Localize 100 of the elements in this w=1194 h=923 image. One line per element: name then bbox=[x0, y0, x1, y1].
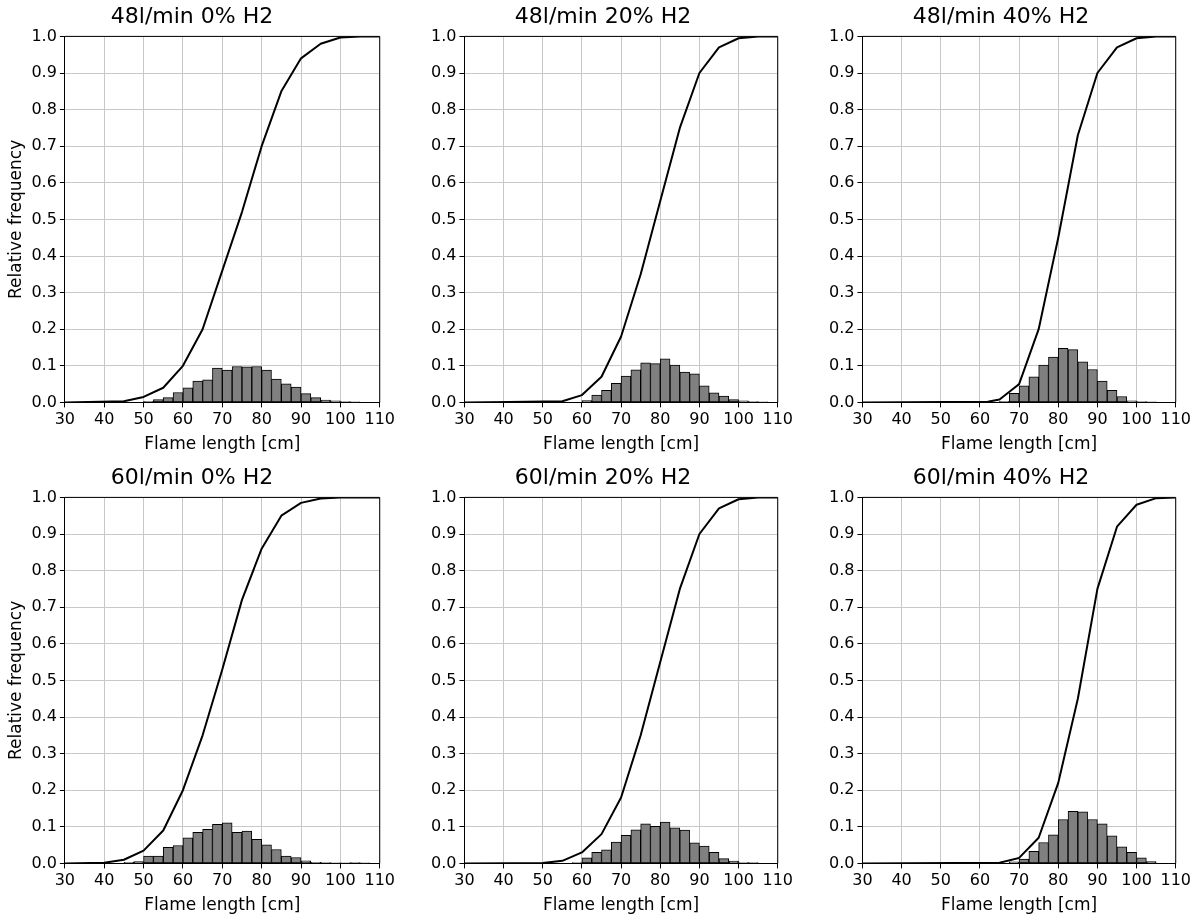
x-tick-label: 110 bbox=[1160, 870, 1191, 890]
y-tick-label: 1.0 bbox=[430, 486, 457, 506]
y-tick-label: 0.5 bbox=[31, 669, 57, 689]
x-tick-label: 80 bbox=[1048, 870, 1069, 890]
y-tick-label: 1.0 bbox=[31, 25, 57, 45]
x-tick-label: 40 bbox=[891, 870, 912, 890]
y-tick-label: 0.2 bbox=[828, 318, 855, 338]
y-tick-label: 0.4 bbox=[430, 245, 457, 265]
y-tick-label: 0.3 bbox=[430, 281, 457, 301]
y-axis-title: Relative frequency bbox=[4, 139, 25, 300]
chart-title: 60l/min 20% H2 bbox=[514, 463, 692, 489]
x-tick-label: 90 bbox=[290, 870, 312, 890]
y-tick-label: 0.3 bbox=[430, 742, 457, 762]
x-tick-label: 110 bbox=[364, 870, 395, 890]
y-tick-label: 0.6 bbox=[430, 632, 457, 652]
x-tick-label: 60 bbox=[571, 870, 593, 890]
y-tick-label: 0.7 bbox=[828, 135, 855, 155]
x-axis-title: Flame length [cm] bbox=[144, 433, 301, 454]
y-tick-label: 0.1 bbox=[31, 815, 57, 835]
y-tick-label: 0.5 bbox=[31, 208, 57, 228]
x-tick-label: 80 bbox=[251, 870, 272, 890]
x-tick-label: 30 bbox=[454, 409, 475, 429]
y-tick-label: 0.8 bbox=[828, 559, 855, 579]
y-tick-label: 0.1 bbox=[430, 354, 457, 374]
y-tick-label: 0.5 bbox=[828, 669, 855, 689]
y-tick-label: 0.9 bbox=[828, 523, 855, 543]
x-tick-label: 90 bbox=[689, 870, 710, 890]
y-tick-label: 0.4 bbox=[31, 245, 57, 265]
y-tick-label: 0.9 bbox=[31, 523, 57, 543]
x-axis-title: Flame length [cm] bbox=[543, 433, 700, 454]
x-tick-label: 40 bbox=[94, 409, 115, 429]
y-tick-label: 0.6 bbox=[31, 632, 57, 652]
x-tick-label: 40 bbox=[493, 870, 514, 890]
x-tick-label: 70 bbox=[610, 870, 632, 890]
y-tick-label: 0.9 bbox=[31, 62, 57, 82]
y-tick-label: 0.2 bbox=[31, 318, 57, 338]
y-tick-label: 0.0 bbox=[430, 852, 457, 872]
x-tick-label: 80 bbox=[650, 409, 671, 429]
x-tick-label: 110 bbox=[762, 870, 793, 890]
y-tick-label: 0.4 bbox=[430, 706, 457, 726]
x-axis-title: Flame length [cm] bbox=[543, 894, 700, 915]
y-tick-label: 0.4 bbox=[828, 706, 855, 726]
x-tick-label: 50 bbox=[532, 409, 553, 429]
x-tick-label: 110 bbox=[1160, 409, 1191, 429]
y-tick-label: 0.7 bbox=[828, 596, 855, 616]
y-tick-label: 0.1 bbox=[828, 354, 855, 374]
y-tick-label: 0.6 bbox=[430, 171, 457, 191]
y-tick-label: 0.1 bbox=[828, 815, 855, 835]
y-tick-label: 0.0 bbox=[828, 852, 855, 872]
y-tick-label: 0.2 bbox=[430, 779, 457, 799]
x-tick-label: 100 bbox=[723, 409, 754, 429]
x-tick-label: 30 bbox=[852, 870, 873, 890]
x-tick-label: 70 bbox=[212, 409, 233, 429]
x-tick-label: 30 bbox=[454, 870, 475, 890]
x-tick-label: 60 bbox=[571, 409, 593, 429]
x-tick-label: 50 bbox=[930, 409, 951, 429]
y-tick-label: 0.4 bbox=[828, 245, 855, 265]
x-tick-label: 60 bbox=[969, 870, 991, 890]
y-tick-label: 0.9 bbox=[828, 62, 855, 82]
y-tick-label: 0.3 bbox=[31, 742, 57, 762]
y-tick-label: 1.0 bbox=[828, 486, 855, 506]
x-tick-label: 80 bbox=[251, 409, 272, 429]
x-tick-label: 80 bbox=[650, 870, 671, 890]
y-tick-label: 0.6 bbox=[828, 171, 855, 191]
y-tick-label: 1.0 bbox=[430, 25, 457, 45]
chart-title: 48l/min 20% H2 bbox=[514, 2, 692, 28]
y-tick-label: 1.0 bbox=[828, 25, 855, 45]
y-tick-label: 0.8 bbox=[31, 98, 57, 118]
y-tick-label: 0.5 bbox=[430, 669, 457, 689]
x-tick-label: 50 bbox=[930, 870, 951, 890]
x-tick-label: 40 bbox=[493, 409, 514, 429]
y-tick-label: 0.3 bbox=[828, 742, 855, 762]
chart-title: 60l/min 0% H2 bbox=[110, 463, 274, 489]
x-tick-label: 30 bbox=[54, 409, 76, 429]
y-tick-label: 0.7 bbox=[430, 135, 457, 155]
x-tick-label: 70 bbox=[1008, 409, 1030, 429]
y-tick-label: 0.2 bbox=[430, 318, 457, 338]
y-tick-label: 1.0 bbox=[31, 486, 57, 506]
x-tick-label: 90 bbox=[1087, 409, 1108, 429]
x-tick-label: 30 bbox=[852, 409, 873, 429]
y-tick-label: 0.7 bbox=[430, 596, 457, 616]
y-tick-label: 0.5 bbox=[430, 208, 457, 228]
x-axis-title: Flame length [cm] bbox=[941, 433, 1098, 454]
y-tick-label: 0.5 bbox=[828, 208, 855, 228]
y-tick-label: 0.9 bbox=[430, 62, 457, 82]
x-tick-label: 50 bbox=[133, 409, 154, 429]
x-tick-label: 40 bbox=[94, 870, 115, 890]
x-axis-title: Flame length [cm] bbox=[941, 894, 1098, 915]
x-tick-label: 60 bbox=[172, 870, 194, 890]
y-tick-label: 0.7 bbox=[31, 596, 57, 616]
x-tick-label: 50 bbox=[532, 870, 553, 890]
x-tick-label: 70 bbox=[1008, 870, 1030, 890]
x-tick-label: 80 bbox=[1048, 409, 1069, 429]
y-tick-label: 0.3 bbox=[31, 281, 57, 301]
x-tick-label: 50 bbox=[133, 870, 154, 890]
y-tick-label: 0.4 bbox=[31, 706, 57, 726]
x-tick-label: 110 bbox=[364, 409, 395, 429]
x-tick-label: 60 bbox=[969, 409, 991, 429]
y-tick-label: 0.0 bbox=[828, 391, 855, 411]
y-tick-label: 0.0 bbox=[31, 391, 57, 411]
